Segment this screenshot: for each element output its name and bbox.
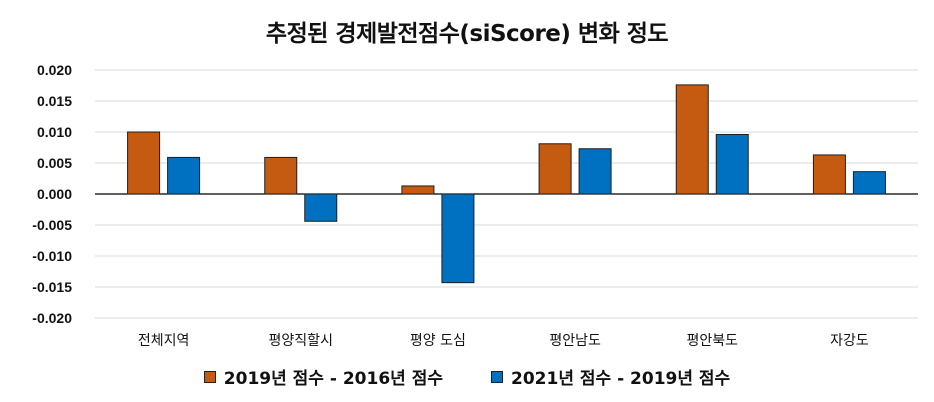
- y-tick-label: -0.020: [32, 310, 72, 326]
- y-tick-label: -0.015: [32, 279, 72, 295]
- bar-series-2: [715, 133, 749, 195]
- legend-item-series-2: 2021년 점수 - 2019년 점수: [491, 364, 730, 389]
- chart-legend: 2019년 점수 - 2016년 점수 2021년 점수 - 2019년 점수: [0, 364, 934, 389]
- x-category-label: 전체지역: [138, 333, 190, 349]
- bar-series-2: [304, 193, 338, 222]
- y-tick-label: -0.005: [32, 217, 72, 233]
- x-category-label: 평양 도심: [410, 333, 466, 349]
- bar-series-2: [441, 193, 475, 284]
- chart-title: 추정된 경제발전점수(siScore) 변화 정도: [265, 21, 669, 47]
- bar-series-1: [401, 185, 435, 195]
- x-category-label: 자강도: [830, 333, 869, 349]
- y-tick-label: 0.005: [37, 155, 72, 171]
- legend-swatch-series-2: [491, 370, 503, 383]
- bar-series-1: [812, 154, 846, 195]
- bar-series-1: [127, 131, 161, 195]
- legend-swatch-series-1: [203, 370, 216, 383]
- bar-series-1: [675, 84, 709, 195]
- y-tick-label: 0.020: [37, 62, 72, 78]
- y-tick-label: 0.010: [37, 124, 72, 140]
- y-tick-label: -0.010: [32, 248, 72, 264]
- bar-series-2: [578, 148, 612, 195]
- bar-series-1: [538, 143, 572, 195]
- legend-label-series-1: 2019년 점수 - 2016년 점수: [223, 369, 443, 389]
- x-category-label: 평안남도: [549, 333, 601, 349]
- legend-label-series-2: 2021년 점수 - 2019년 점수: [511, 369, 731, 389]
- legend-item-series-1: 2019년 점수 - 2016년 점수: [203, 364, 443, 389]
- x-category-label: 평양직할시: [269, 333, 333, 349]
- x-category-label: 평안북도: [686, 333, 738, 349]
- bar-series-2: [852, 171, 886, 195]
- y-tick-label: 0.000: [37, 186, 72, 202]
- bar-series-2: [167, 156, 201, 195]
- y-tick-label: 0.015: [37, 93, 72, 109]
- bar-series-1: [264, 156, 298, 195]
